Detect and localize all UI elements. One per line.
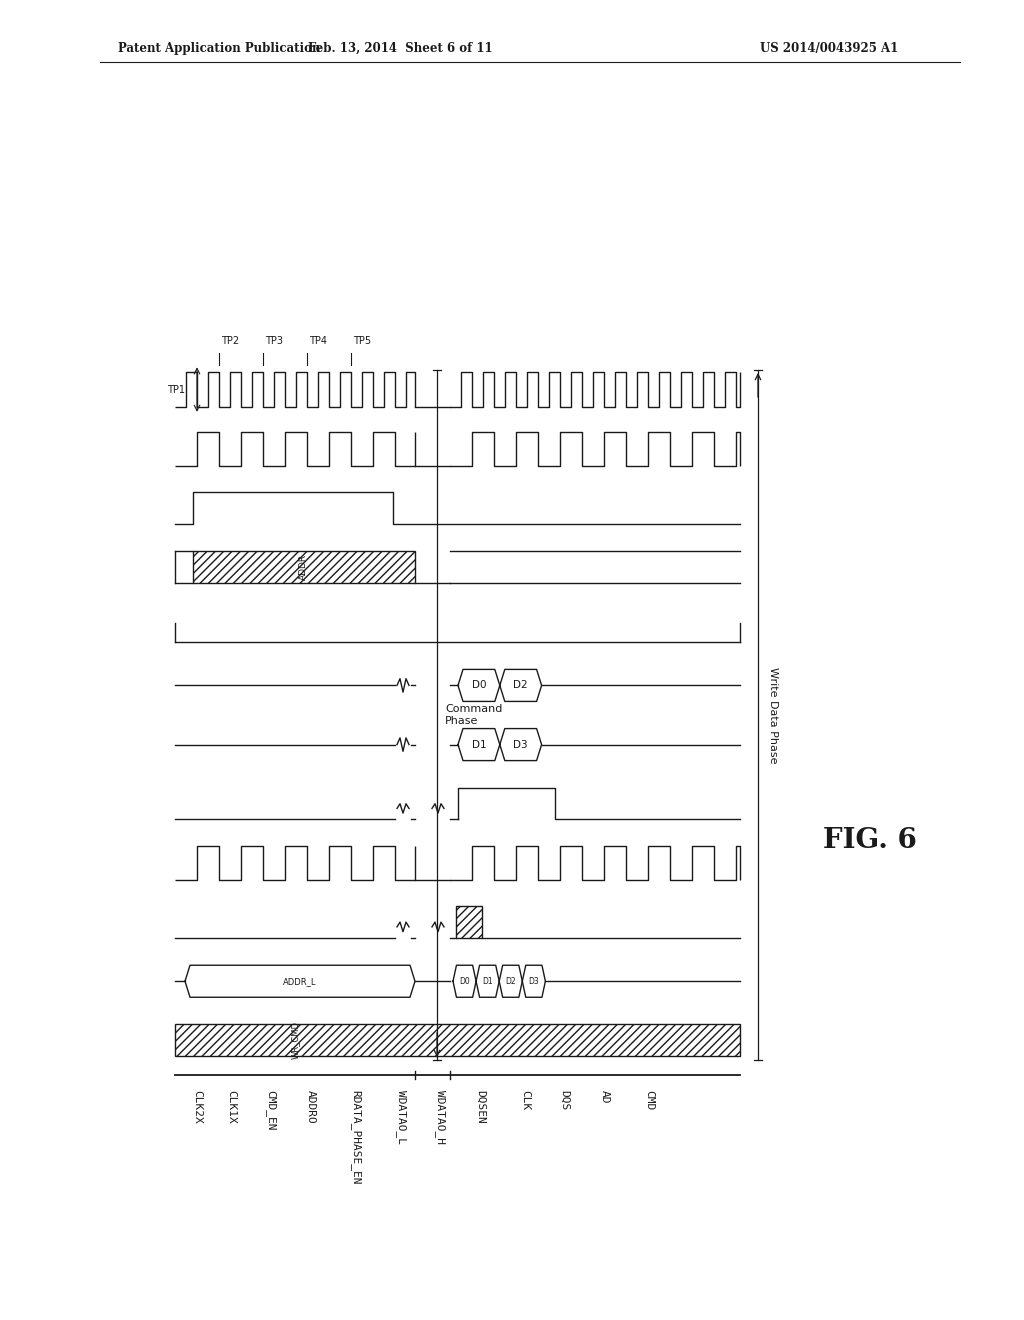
Text: ADDR: ADDR <box>299 554 308 581</box>
Text: WDATAO_H: WDATAO_H <box>435 1090 446 1144</box>
Text: Patent Application Publication: Patent Application Publication <box>118 42 321 55</box>
Text: DQS: DQS <box>560 1090 569 1110</box>
Text: Feb. 13, 2014  Sheet 6 of 11: Feb. 13, 2014 Sheet 6 of 11 <box>307 42 493 55</box>
Text: TP4: TP4 <box>309 337 327 346</box>
Text: D3: D3 <box>513 739 528 750</box>
Text: TP5: TP5 <box>353 337 371 346</box>
Text: TP3: TP3 <box>265 337 283 346</box>
Text: D1: D1 <box>482 977 493 986</box>
Text: Command
Phase: Command Phase <box>445 704 503 726</box>
Text: ADDR_L: ADDR_L <box>284 977 316 986</box>
Text: WR_CMD: WR_CMD <box>291 1022 299 1060</box>
Text: WDATAO_L: WDATAO_L <box>395 1090 407 1144</box>
Text: CLK2X: CLK2X <box>193 1090 203 1123</box>
Text: D0: D0 <box>459 977 470 986</box>
Text: D2: D2 <box>506 977 516 986</box>
Text: CLK: CLK <box>520 1090 530 1110</box>
Text: US 2014/0043925 A1: US 2014/0043925 A1 <box>760 42 898 55</box>
Text: FIG. 6: FIG. 6 <box>823 826 916 854</box>
Text: CMD: CMD <box>644 1090 654 1110</box>
Bar <box>193 550 415 583</box>
Text: DQSEN: DQSEN <box>475 1090 485 1123</box>
Text: AD: AD <box>599 1090 609 1104</box>
Text: TP2: TP2 <box>221 337 240 346</box>
Text: TP1: TP1 <box>167 384 185 395</box>
Bar <box>456 906 482 939</box>
Text: CLK1X: CLK1X <box>226 1090 237 1123</box>
Text: ADDRO: ADDRO <box>305 1090 315 1123</box>
Text: Write Data Phase: Write Data Phase <box>768 667 778 763</box>
Text: D2: D2 <box>513 680 528 690</box>
Text: D3: D3 <box>528 977 540 986</box>
Text: D1: D1 <box>472 739 486 750</box>
Text: D0: D0 <box>472 680 486 690</box>
Text: RDATA_PHASE_EN: RDATA_PHASE_EN <box>350 1090 361 1184</box>
Text: CMD_EN: CMD_EN <box>265 1090 276 1130</box>
Bar <box>175 1024 740 1056</box>
